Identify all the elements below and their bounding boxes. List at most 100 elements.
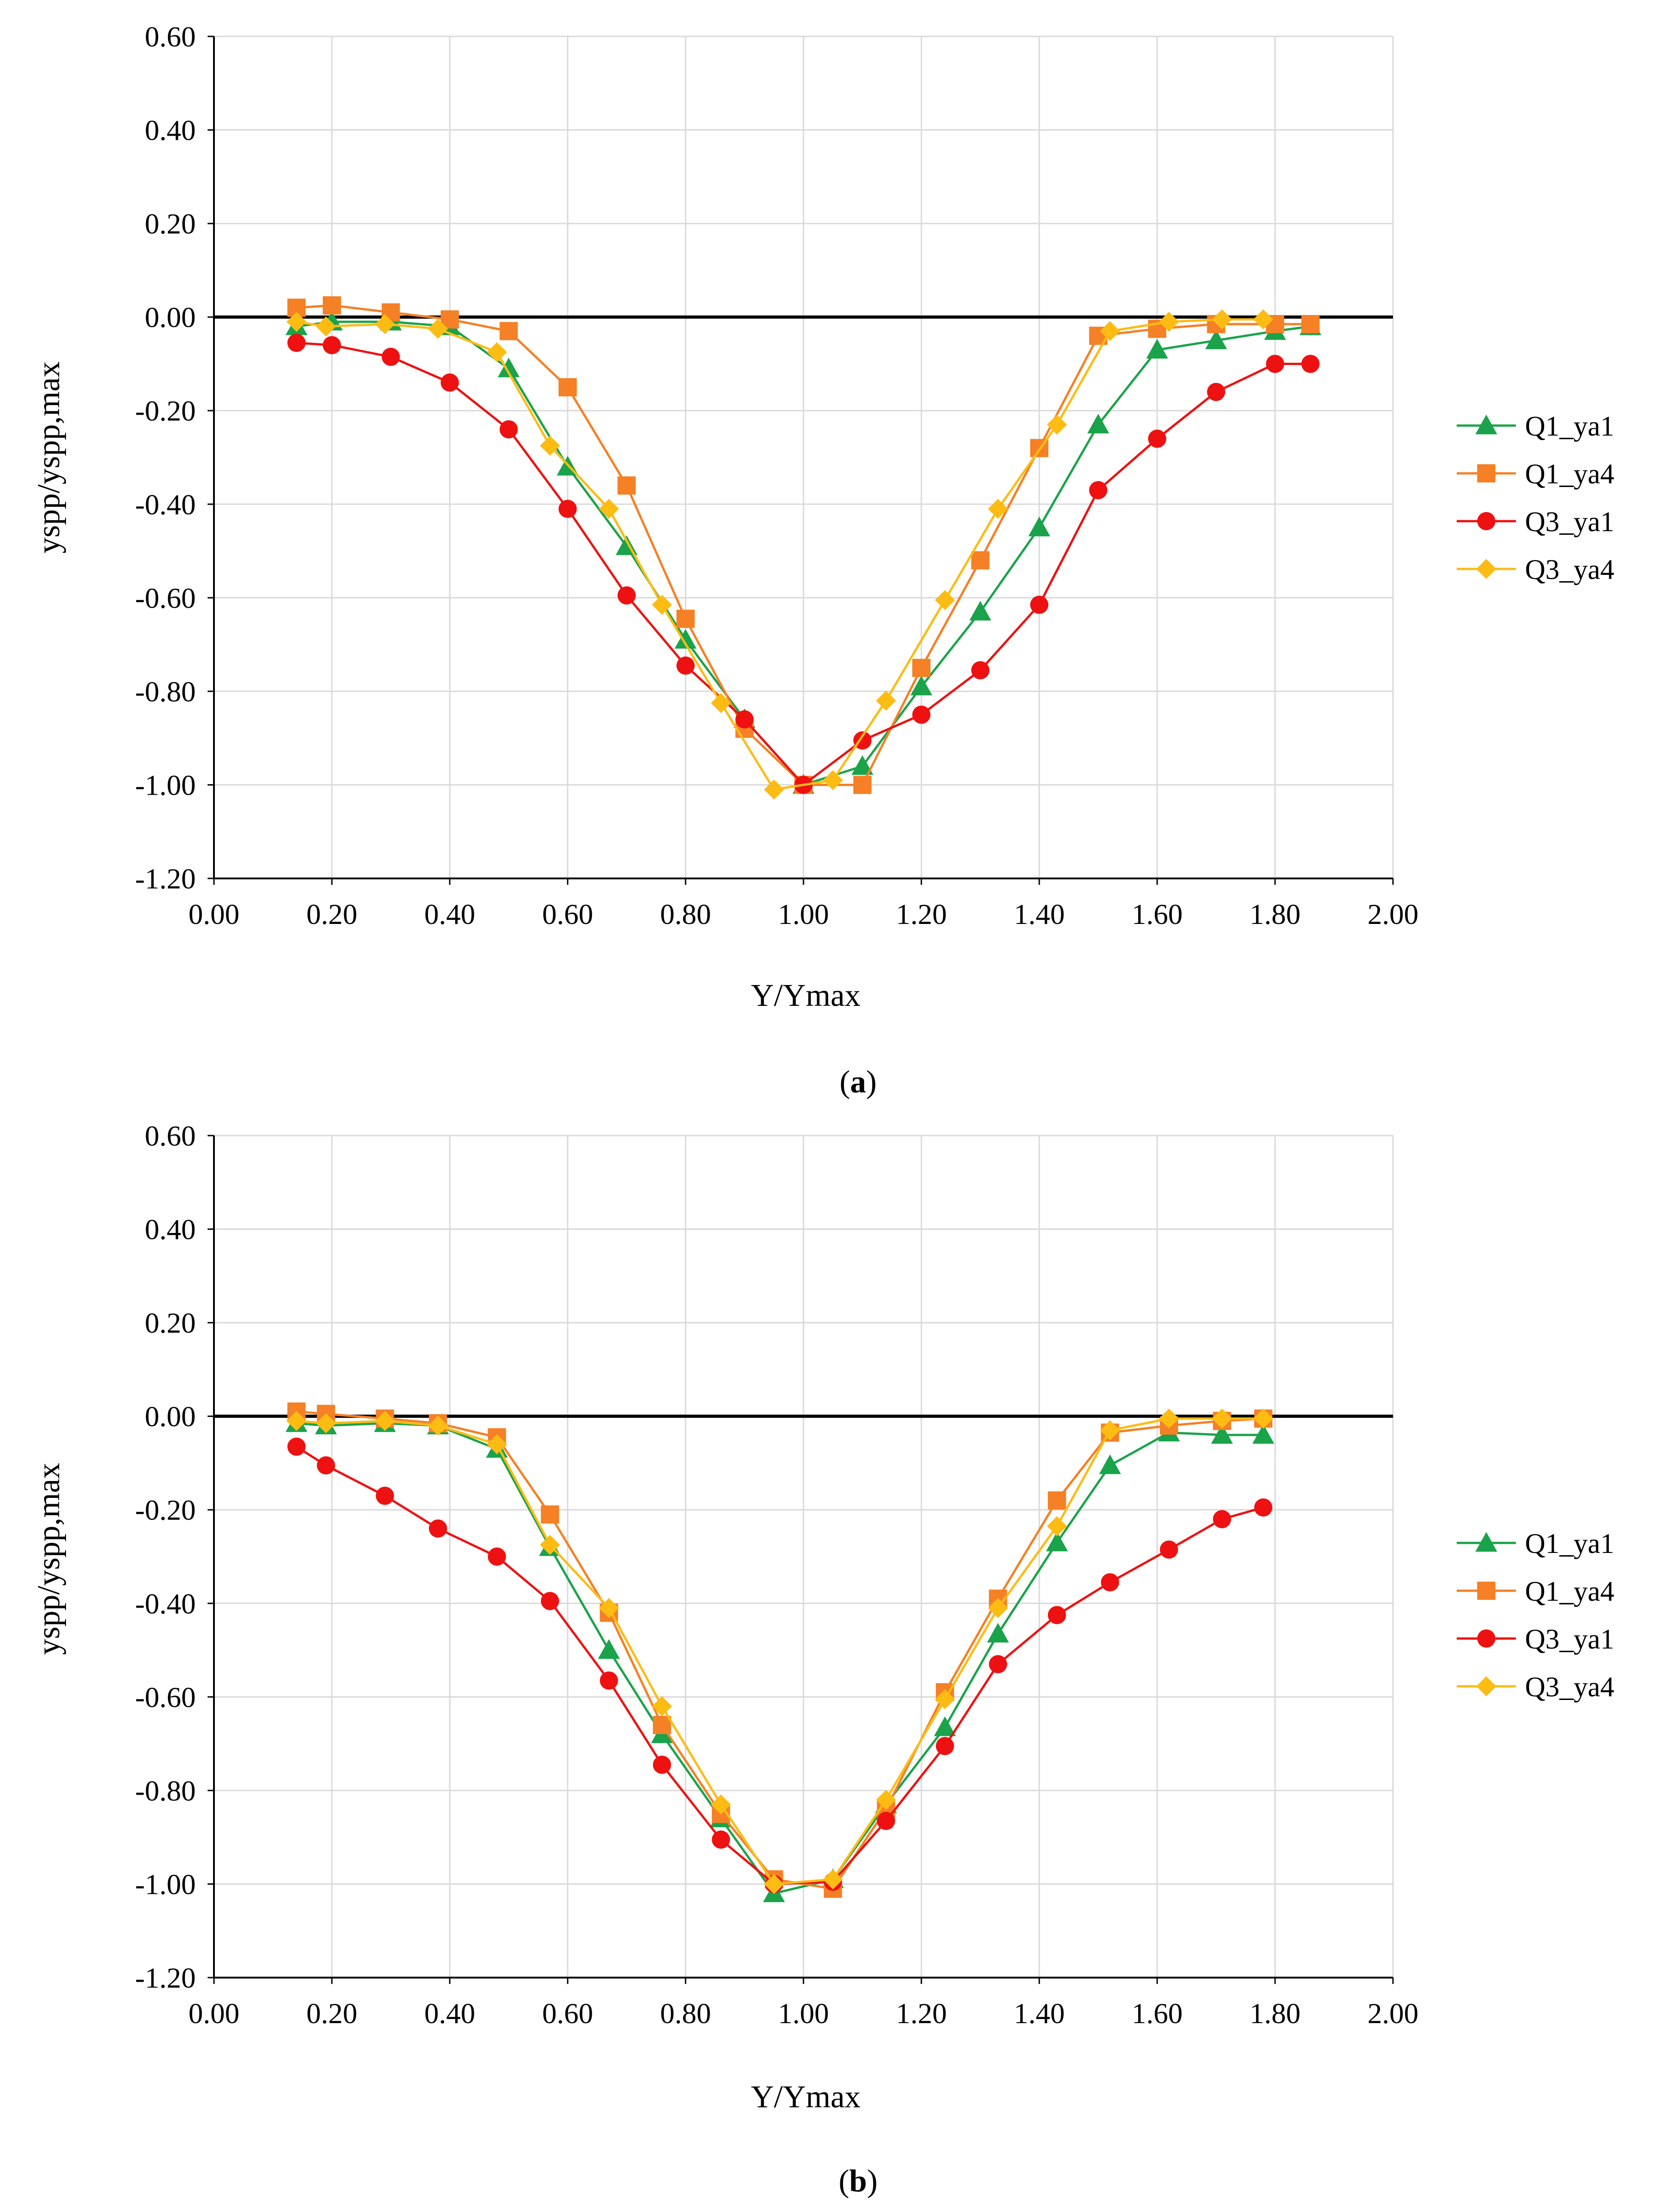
x-tick-label: 2.00 [1367, 898, 1418, 930]
y-tick-label: 0.40 [145, 114, 196, 147]
legend-marker [1477, 512, 1495, 530]
data-point-Q3_ya4 [1159, 311, 1179, 332]
data-point-Q3_ya1 [287, 1437, 306, 1456]
legend-item-Q1_ya1: Q1_ya1 [1457, 411, 1614, 442]
x-tick-label: 1.80 [1250, 1997, 1301, 2029]
data-point-Q3_ya4 [935, 1689, 955, 1710]
data-point-Q1_ya4 [971, 551, 990, 570]
data-point-Q1_ya4 [323, 296, 341, 315]
data-point-Q1_ya1 [598, 1639, 620, 1659]
data-point-Q1_ya4 [1301, 315, 1320, 334]
x-tick-label: 1.80 [1250, 898, 1301, 930]
y-tick-label: 0.40 [145, 1213, 196, 1246]
legend-item-Q1_ya4: Q1_ya4 [1457, 459, 1614, 490]
legend-marker [1475, 415, 1497, 435]
y-tick-label: -0.60 [135, 582, 196, 614]
data-point-Q3_ya1 [287, 334, 306, 352]
data-point-Q1_ya1 [1211, 1424, 1233, 1444]
data-point-Q3_ya4 [1047, 415, 1067, 435]
data-point-Q3_ya1 [541, 1592, 559, 1610]
data-point-Q1_ya1 [934, 1716, 956, 1736]
y-tick-label: -1.00 [135, 1868, 196, 1900]
x-tick-label: 0.60 [542, 1997, 593, 2029]
data-point-Q3_ya1 [1213, 1510, 1231, 1528]
legend-item-Q1_ya1: Q1_ya1 [1457, 1528, 1614, 1559]
legend-marker [1475, 1532, 1497, 1552]
data-point-Q1_ya4 [676, 609, 695, 628]
data-point-Q3_ya4 [599, 1598, 619, 1618]
legend-label: Q3_ya1 [1525, 1624, 1614, 1655]
x-tick-label: 1.60 [1132, 898, 1183, 930]
data-point-Q3_ya1 [653, 1755, 671, 1774]
data-point-Q3_ya1 [1089, 481, 1108, 499]
data-point-Q3_ya1 [617, 586, 636, 605]
series-Q3_ya4 [286, 1408, 1274, 1894]
y-tick-label: -1.20 [135, 862, 196, 895]
data-point-Q3_ya4 [1253, 309, 1274, 330]
data-point-Q1_ya1 [1099, 1454, 1121, 1474]
data-point-Q1_ya4 [499, 322, 518, 340]
data-point-Q3_ya1 [1030, 595, 1048, 614]
data-point-Q3_ya1 [1301, 355, 1320, 373]
x-tick-label: 0.40 [424, 898, 475, 930]
series-Q3_ya4 [286, 309, 1274, 800]
data-point-Q1_ya1 [1205, 330, 1227, 350]
x-axis-label: Y/Ymax [751, 2080, 860, 2115]
data-point-Q1_ya4 [617, 476, 636, 495]
data-point-Q3_ya4 [711, 1794, 731, 1815]
y-axis-label: yspp/yspp,max [31, 1463, 66, 1655]
data-point-Q3_ya4 [1100, 1420, 1120, 1441]
y-tick-label: -0.20 [135, 1494, 196, 1526]
y-tick-label: 0.60 [145, 20, 196, 53]
data-point-Q3_ya4 [286, 311, 307, 332]
data-point-Q1_ya1 [498, 357, 520, 377]
x-tick-label: 1.20 [896, 898, 947, 930]
legend: Q1_ya1 Q1_ya4 Q3_ya1 Q3_ya4 [1457, 1528, 1614, 1703]
data-point-Q3_ya1 [853, 731, 872, 750]
data-point-Q1_ya4 [559, 378, 577, 396]
x-tick-label: 2.00 [1367, 1997, 1418, 2029]
x-tick-label: 0.20 [306, 1997, 357, 2029]
x-tick-label: 0.60 [542, 898, 593, 930]
data-point-Q3_ya4 [599, 499, 619, 519]
data-point-Q3_ya4 [988, 499, 1008, 519]
data-point-Q3_ya1 [429, 1519, 447, 1538]
legend-label: Q3_ya1 [1525, 507, 1614, 538]
data-point-Q3_ya4 [1159, 1408, 1179, 1429]
legend-marker [1477, 464, 1495, 482]
data-point-Q3_ya1 [912, 705, 930, 724]
data-point-Q3_ya1 [877, 1811, 895, 1830]
y-tick-label: 0.00 [145, 301, 196, 334]
data-point-Q3_ya1 [1047, 1606, 1066, 1624]
legend-marker [1476, 1676, 1496, 1696]
data-point-Q3_ya1 [712, 1830, 730, 1849]
data-point-Q3_ya4 [540, 1535, 560, 1555]
data-point-Q3_ya4 [1212, 309, 1232, 330]
x-tick-label: 0.80 [660, 898, 711, 930]
data-point-Q3_ya1 [1266, 355, 1284, 373]
panel-caption-a: (a) [839, 1065, 877, 1100]
data-point-Q1_ya1 [675, 629, 696, 649]
data-point-Q1_ya4 [541, 1505, 559, 1524]
legend-label: Q3_ya4 [1525, 1672, 1614, 1703]
y-tick-label: 0.60 [145, 1120, 196, 1152]
data-point-Q3_ya4 [1212, 1408, 1232, 1429]
y-tick-label: -0.20 [135, 395, 196, 427]
data-point-Q3_ya4 [764, 1874, 784, 1894]
data-point-Q3_ya1 [1148, 429, 1166, 448]
legend-label: Q1_ya1 [1525, 411, 1614, 442]
data-point-Q1_ya1 [987, 1623, 1009, 1643]
legend-marker [1477, 1629, 1495, 1648]
y-tick-label: 0.00 [145, 1400, 196, 1433]
data-point-Q1_ya1 [851, 755, 874, 775]
data-point-Q3_ya4 [487, 1434, 507, 1455]
legend-item-Q3_ya4: Q3_ya4 [1457, 1672, 1614, 1703]
legend-item-Q1_ya4: Q1_ya4 [1457, 1576, 1614, 1607]
y-tick-label: -0.80 [135, 1775, 196, 1807]
x-tick-label: 0.80 [660, 1997, 711, 2029]
data-point-Q1_ya1 [1252, 1424, 1275, 1444]
data-point-Q3_ya1 [1254, 1498, 1273, 1517]
x-tick-label: 0.20 [306, 898, 357, 930]
data-point-Q3_ya4 [652, 1696, 672, 1716]
x-tick-label: 1.40 [1014, 898, 1065, 930]
